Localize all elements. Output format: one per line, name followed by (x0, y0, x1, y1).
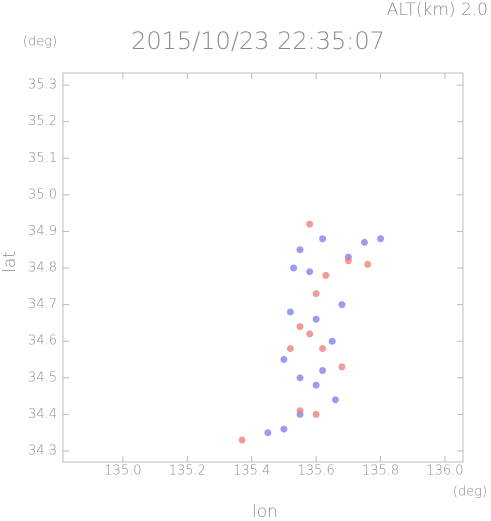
x-unit: (deg) (453, 485, 487, 500)
x-tick-label: 135.4 (233, 464, 270, 479)
y-tick-label: 35.1 (28, 151, 57, 166)
y-tick-label: 34.9 (28, 224, 57, 239)
echo-point (312, 290, 320, 298)
echo-point (364, 260, 372, 268)
x-tick-label: 135.0 (104, 464, 141, 479)
y-tick-label: 35.2 (28, 114, 57, 129)
echo-point (290, 264, 298, 272)
echo-point (331, 396, 339, 404)
echo-point (238, 436, 246, 444)
y-axis-title: lat (0, 251, 20, 273)
echo-point (286, 345, 294, 353)
echo-point (360, 238, 368, 246)
chart-title: 2015/10/23 22:35:07 (131, 27, 385, 55)
echo-point (296, 407, 304, 415)
y-tick-label: 34.8 (28, 261, 57, 276)
echo-point (264, 429, 272, 437)
echo-point (312, 381, 320, 389)
y-tick-label: 34.4 (28, 407, 57, 422)
echo-point (306, 268, 314, 276)
y-tick-label: 35.3 (28, 78, 57, 93)
y-tick-label: 34.7 (28, 297, 57, 312)
echo-point (344, 257, 352, 265)
echo-point (322, 271, 330, 279)
y-tick-label: 35.0 (28, 187, 57, 202)
echo-point (312, 315, 320, 323)
x-axis-title: lon (252, 502, 278, 521)
x-tick-label: 135.2 (169, 464, 206, 479)
plot-frame (62, 72, 464, 463)
x-tick-label: 135.8 (362, 464, 399, 479)
echo-point (296, 374, 304, 382)
echo-point (338, 363, 346, 371)
echo-point (319, 367, 327, 375)
echo-point (319, 345, 327, 353)
altitude-label: ALT(km) 2.0 (387, 0, 488, 20)
echo-point (306, 330, 314, 338)
y-unit: (deg) (23, 35, 57, 50)
y-tick-label: 34.3 (28, 444, 57, 459)
echo-point (280, 425, 288, 433)
echo-point (312, 410, 320, 418)
x-tick-label: 135.6 (298, 464, 335, 479)
echo-point (296, 246, 304, 254)
echo-point (338, 301, 346, 309)
echo-point (319, 235, 327, 243)
y-tick-label: 34.6 (28, 334, 57, 349)
x-tick-label: 136.0 (426, 464, 463, 479)
echo-point (280, 356, 288, 364)
echo-point (286, 308, 294, 316)
echo-point (328, 337, 336, 345)
echo-point (296, 323, 304, 331)
echo-point (377, 235, 385, 243)
echo-point (306, 220, 314, 228)
y-tick-label: 34.5 (28, 370, 57, 385)
